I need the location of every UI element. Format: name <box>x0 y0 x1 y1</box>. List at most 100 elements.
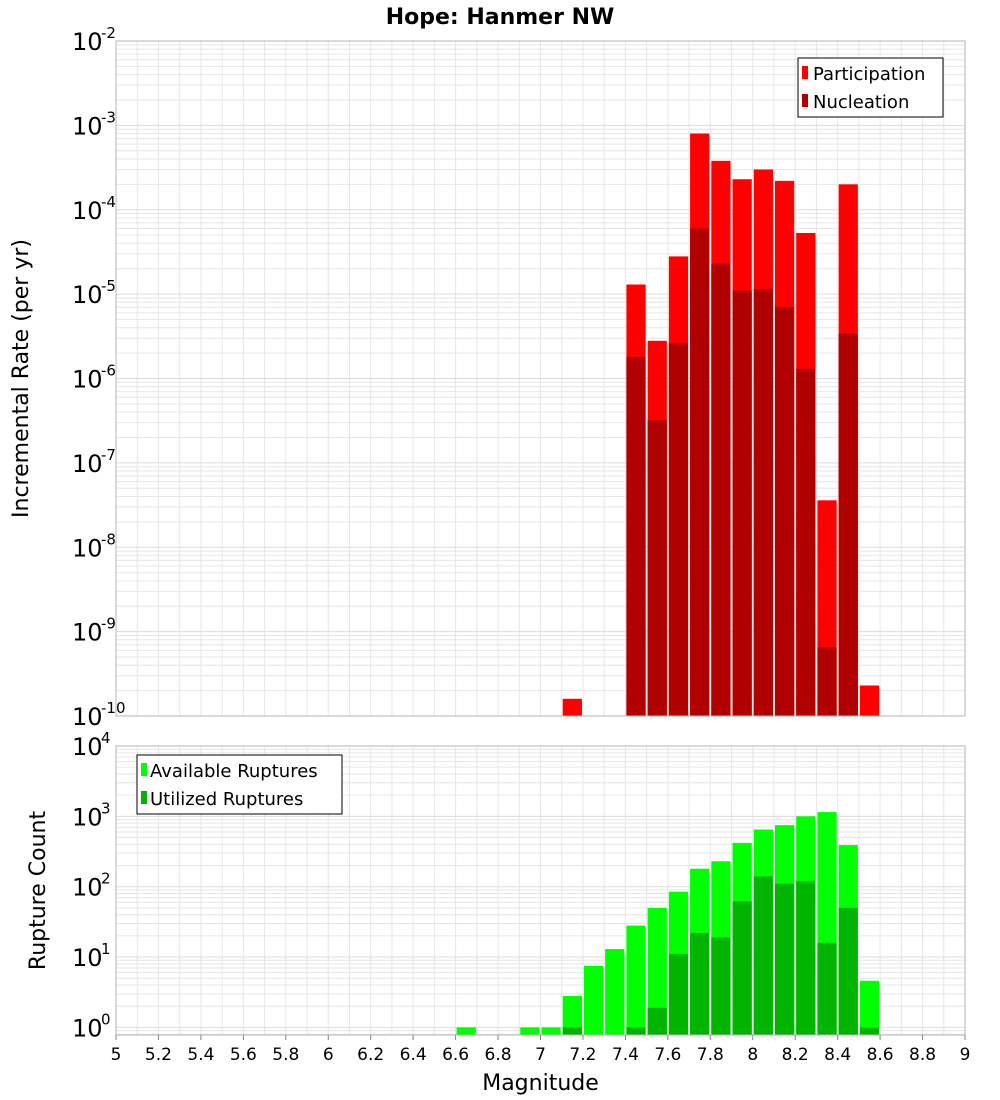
y-tick-label: 10 <box>72 366 103 394</box>
y-tick-exponent: -3 <box>101 108 116 126</box>
nucleation-bar <box>753 289 773 716</box>
rupture-bars <box>456 812 880 1035</box>
y-tick-label: 10 <box>72 112 103 140</box>
utilized-ruptures-swatch <box>141 791 147 804</box>
rate-plot-frame <box>115 40 966 717</box>
participation-legend-label: Participation <box>813 64 925 85</box>
nucleation-bar <box>796 368 816 716</box>
participation-bar <box>562 698 582 716</box>
y-tick-exponent: -7 <box>101 446 116 464</box>
x-tick-label: 9 <box>960 1045 971 1065</box>
y-tick-exponent: 0 <box>101 1010 111 1028</box>
x-tick-label: 8.8 <box>909 1045 936 1065</box>
available-ruptures-bar <box>583 965 604 1035</box>
x-tick-label: 8.4 <box>824 1045 851 1065</box>
y-tick-exponent: -9 <box>101 615 116 633</box>
x-tick-label: 5.4 <box>187 1045 214 1065</box>
x-tick-label: 5 <box>111 1045 122 1065</box>
y-tick-exponent: 4 <box>101 729 111 747</box>
utilized-ruptures-bar <box>690 932 710 1035</box>
rate-y-ticks: 10-210-310-410-510-610-710-810-910-10 <box>72 24 126 731</box>
rate-legend: Participation Nucleation <box>797 57 944 118</box>
rupture-y-axis-label: Rupture Count <box>26 811 51 971</box>
utilized-ruptures-bar <box>796 881 816 1035</box>
x-tick-label: 6.6 <box>442 1045 469 1065</box>
utilized-ruptures-legend-label: Utilized Ruptures <box>150 789 303 810</box>
available-ruptures-bar <box>541 1027 561 1035</box>
y-tick-exponent: -8 <box>101 530 116 548</box>
utilized-ruptures-bar <box>668 954 689 1035</box>
participation-bar <box>859 685 880 716</box>
y-tick-label: 10 <box>72 28 103 56</box>
y-tick-label: 10 <box>72 534 103 562</box>
available-ruptures-swatch <box>141 763 147 776</box>
y-tick-exponent: -2 <box>101 24 116 42</box>
available-ruptures-bar <box>859 980 880 1035</box>
x-tick-label: 8.2 <box>782 1045 809 1065</box>
magnitude-x-ticks: 5 5.2 5.4 5.6 5.8 6 6.2 6.4 6.6 6.8 7 7.2 7.4 7.6 7.8 8… <box>111 1035 971 1065</box>
x-tick-label: 7.4 <box>612 1045 639 1065</box>
x-tick-label: 8 <box>747 1045 758 1065</box>
utilized-ruptures-bar <box>817 942 837 1035</box>
available-ruptures-legend-label: Available Ruptures <box>150 761 318 782</box>
available-ruptures-bar <box>626 925 646 1035</box>
utilized-ruptures-bar <box>711 937 731 1035</box>
y-tick-label: 10 <box>72 197 103 225</box>
rate-panel: 10-210-310-410-510-610-710-810-910-10 In… <box>9 24 966 731</box>
y-tick-label: 10 <box>72 874 103 902</box>
x-tick-label: 6.8 <box>485 1045 512 1065</box>
y-tick-exponent: -4 <box>101 193 116 211</box>
nucleation-bar <box>647 420 667 716</box>
utilized-ruptures-bar <box>838 907 858 1035</box>
y-tick-label: 10 <box>72 619 103 647</box>
utilized-ruptures-bar <box>732 901 752 1035</box>
rate-bars <box>562 133 880 717</box>
rate-y-axis-label: Incremental Rate (per yr) <box>9 239 34 518</box>
y-tick-exponent: 1 <box>101 940 111 958</box>
y-tick-label: 10 <box>72 450 103 478</box>
available-ruptures-bar <box>605 949 625 1035</box>
y-tick-exponent: 2 <box>101 870 111 888</box>
nucleation-legend-label: Nucleation <box>813 92 909 113</box>
x-tick-label: 7.2 <box>569 1045 596 1065</box>
x-tick-label: 8.6 <box>867 1045 894 1065</box>
available-ruptures-bar <box>456 1027 476 1035</box>
available-ruptures-bar <box>520 1027 540 1035</box>
y-tick-label: 10 <box>72 703 103 731</box>
y-tick-label: 10 <box>72 803 103 831</box>
y-tick-exponent: -6 <box>101 362 116 380</box>
x-tick-label: 6 <box>323 1045 334 1065</box>
y-tick-exponent: -10 <box>101 699 126 717</box>
rate-gridlines <box>115 40 966 717</box>
available-ruptures-bar <box>647 907 667 1035</box>
utilized-ruptures-bar <box>562 1027 582 1035</box>
rate-legend-box <box>797 57 944 118</box>
nucleation-bar <box>838 333 858 716</box>
nucleation-bar <box>817 647 837 716</box>
utilized-ruptures-bar <box>626 1027 646 1035</box>
y-tick-label: 10 <box>72 1014 103 1042</box>
y-tick-label: 10 <box>72 733 103 761</box>
magnitude-x-axis-label: Magnitude <box>482 1071 599 1096</box>
participation-swatch <box>802 66 808 79</box>
utilized-ruptures-bar <box>753 876 773 1035</box>
nucleation-bar <box>732 290 752 716</box>
rupture-legend-box <box>136 754 343 815</box>
chart-title: Hope: Hanmer NW <box>386 5 615 30</box>
x-tick-label: 5.2 <box>145 1045 172 1065</box>
nucleation-swatch <box>802 94 808 107</box>
x-tick-label: 5.8 <box>272 1045 299 1065</box>
x-tick-label: 7 <box>535 1045 546 1065</box>
x-tick-label: 6.2 <box>357 1045 384 1065</box>
y-tick-label: 10 <box>72 281 103 309</box>
nucleation-bar <box>690 228 710 716</box>
available-ruptures-bar <box>562 995 582 1035</box>
nucleation-bar <box>668 343 689 716</box>
y-tick-label: 10 <box>72 944 103 972</box>
x-tick-label: 7.8 <box>697 1045 724 1065</box>
rupture-legend: Available Ruptures Utilized Ruptures <box>136 754 343 815</box>
utilized-ruptures-bar <box>859 1027 880 1035</box>
